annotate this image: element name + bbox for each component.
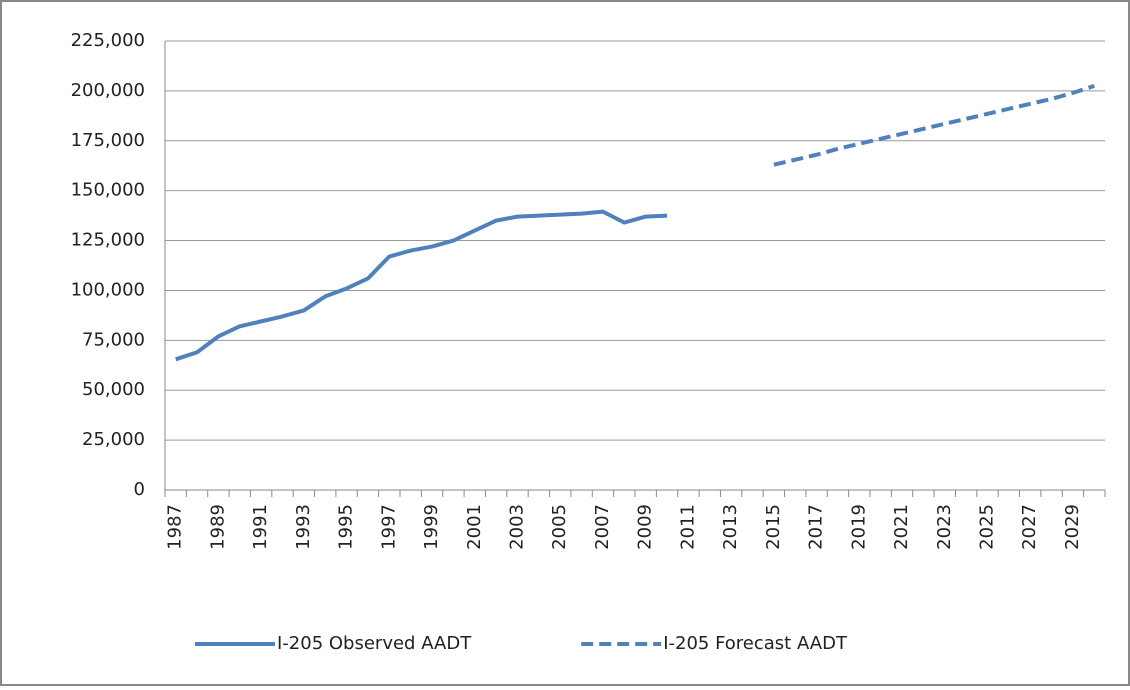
x-tick-label: 1991 bbox=[250, 504, 271, 550]
x-tick-label: 2017 bbox=[806, 504, 827, 550]
y-tick-label: 25,000 bbox=[82, 429, 145, 450]
y-tick-label: 125,000 bbox=[71, 230, 145, 251]
x-tick-label: 2023 bbox=[934, 504, 955, 550]
x-tick-label: 1995 bbox=[336, 504, 357, 550]
x-tick-label: 1997 bbox=[378, 504, 399, 550]
x-tick-label: 2021 bbox=[891, 504, 912, 550]
x-tick-label: 2005 bbox=[549, 504, 570, 550]
x-tick-label: 1999 bbox=[421, 504, 442, 550]
y-tick-label: 100,000 bbox=[71, 279, 145, 300]
y-tick-label: 225,000 bbox=[71, 30, 145, 51]
x-tick-label: 1989 bbox=[207, 504, 228, 550]
x-tick-label: 2003 bbox=[507, 504, 528, 550]
y-tick-label: 200,000 bbox=[71, 80, 145, 101]
y-tick-label: 175,000 bbox=[71, 130, 145, 151]
x-tick-label: 2009 bbox=[635, 504, 656, 550]
series-line bbox=[773, 83, 1095, 167]
x-tick-label: 2013 bbox=[720, 504, 741, 550]
x-tick-label: 1993 bbox=[293, 504, 314, 550]
x-tick-label: 2019 bbox=[848, 504, 869, 550]
x-tick-label: 2027 bbox=[1019, 504, 1040, 550]
x-tick-label: 2007 bbox=[592, 504, 613, 550]
x-tick-label: 2029 bbox=[1062, 504, 1083, 550]
y-tick-label: 0 bbox=[134, 479, 145, 500]
x-tick-label: 2011 bbox=[677, 504, 698, 550]
y-tick-label: 50,000 bbox=[82, 379, 145, 400]
x-tick-label: 2015 bbox=[763, 504, 784, 550]
y-tick-label: 75,000 bbox=[82, 329, 145, 350]
x-tick-label: 2001 bbox=[464, 504, 485, 550]
x-tick-label: 1987 bbox=[165, 504, 186, 550]
series-line bbox=[175, 209, 668, 362]
legend-label: I-205 Forecast AADT bbox=[663, 633, 848, 654]
x-tick-label: 2025 bbox=[977, 504, 998, 550]
y-tick-label: 150,000 bbox=[71, 180, 145, 201]
legend-label: I-205 Observed AADT bbox=[277, 633, 472, 654]
